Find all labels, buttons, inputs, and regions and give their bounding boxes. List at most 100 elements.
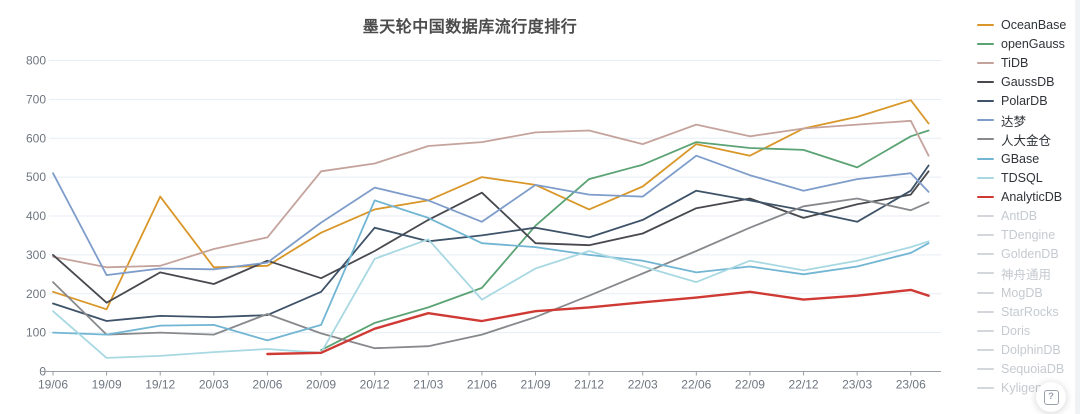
legend-swatch-DolphinDB <box>977 348 994 351</box>
legend-label-GaussDB: GaussDB <box>1001 74 1055 89</box>
x-axis-label-22/06: 22/06 <box>681 378 711 392</box>
legend-item-SequoiaDB[interactable]: SequoiaDB <box>977 360 1077 379</box>
x-axis-label-23/03: 23/03 <box>842 378 872 392</box>
legend-label-TiDB: TiDB <box>1001 55 1029 70</box>
legend-item-PolarDB[interactable]: PolarDB <box>977 92 1077 111</box>
legend-label-Doris: Doris <box>1001 323 1031 338</box>
question-mark-icon: ? <box>1043 389 1059 405</box>
x-axis-label-20/09: 20/09 <box>306 378 336 392</box>
legend-swatch-TiDB <box>977 61 994 64</box>
chart-title: 墨天轮中国数据库流行度排行 <box>362 19 578 36</box>
x-axis-label-22/12: 22/12 <box>789 378 819 392</box>
legend-swatch-OceanBase <box>977 23 994 26</box>
legend-label-人大金仓: 人大金仓 <box>1001 133 1052 148</box>
legend-label-GoldenDB: GoldenDB <box>1001 247 1059 262</box>
legend-item-TDengine[interactable]: TDengine <box>977 226 1077 245</box>
legend-swatch-MogDB <box>977 291 994 294</box>
legend-label-OceanBase: OceanBase <box>1001 17 1067 32</box>
x-axis-label-19/06: 19/06 <box>38 378 68 392</box>
legend-item-OceanBase[interactable]: OceanBase <box>977 15 1077 34</box>
legend-label-PolarDB: PolarDB <box>1001 94 1048 109</box>
y-axis-label-700: 700 <box>26 92 46 106</box>
x-axis-label-21/06: 21/06 <box>467 378 497 392</box>
legend-label-TDengine: TDengine <box>1001 228 1056 243</box>
series-line-人大金仓[interactable] <box>52 197 930 350</box>
scrollbar-track[interactable] <box>1075 0 1080 414</box>
legend-label-神舟通用: 神舟通用 <box>1001 267 1052 282</box>
legend-swatch-PolarDB <box>977 100 994 103</box>
legend-swatch-GaussDB <box>977 80 994 83</box>
x-axis-label-22/03: 22/03 <box>628 378 658 392</box>
legend-label-MogDB: MogDB <box>1001 285 1043 300</box>
legend-swatch-GBase <box>977 157 994 160</box>
y-axis-label-500: 500 <box>26 170 46 184</box>
x-axis-label-19/09: 19/09 <box>92 378 122 392</box>
series-line-PolarDB[interactable] <box>52 164 930 322</box>
legend-item-达梦[interactable]: 达梦 <box>977 111 1077 130</box>
chart-legend: OceanBase openGauss TiDB GaussDB PolarDB 达梦人大… <box>977 15 1077 398</box>
legend-swatch-神舟通用 <box>977 272 994 275</box>
legend-item-GoldenDB[interactable]: GoldenDB <box>977 245 1077 264</box>
y-axis-label-400: 400 <box>26 209 46 223</box>
legend-label-TDSQL: TDSQL <box>1001 170 1043 185</box>
legend-swatch-TDengine <box>977 234 994 237</box>
series-line-openGauss[interactable] <box>320 129 930 352</box>
legend-item-AnalyticDB[interactable]: AnalyticDB <box>977 187 1077 206</box>
x-axis-label-23/06: 23/06 <box>896 378 926 392</box>
legend-item-TDSQL[interactable]: TDSQL <box>977 168 1077 187</box>
legend-item-GaussDB[interactable]: GaussDB <box>977 72 1077 91</box>
legend-swatch-Kyligence <box>977 387 994 390</box>
legend-swatch-AntDB <box>977 214 994 217</box>
legend-swatch-GoldenDB <box>977 253 994 256</box>
x-axis-label-21/12: 21/12 <box>574 378 604 392</box>
legend-item-神舟通用[interactable]: 神舟通用 <box>977 264 1077 283</box>
series-line-TiDB[interactable] <box>52 119 930 269</box>
legend-label-DolphinDB: DolphinDB <box>1001 342 1061 357</box>
series-line-TDSQL[interactable] <box>52 238 930 359</box>
legend-label-StarRocks: StarRocks <box>1001 304 1059 319</box>
legend-label-SequoiaDB: SequoiaDB <box>1001 362 1065 377</box>
help-button[interactable]: ? <box>1036 382 1066 412</box>
x-axis-label-21/03: 21/03 <box>413 378 443 392</box>
y-axis-label-800: 800 <box>26 54 46 68</box>
legend-label-openGauss: openGauss <box>1001 36 1065 51</box>
x-axis-label-20/03: 20/03 <box>199 378 229 392</box>
y-axis-label-200: 200 <box>26 287 46 301</box>
legend-item-openGauss[interactable]: openGauss <box>977 34 1077 53</box>
legend-item-GBase[interactable]: GBase <box>977 149 1077 168</box>
legend-item-StarRocks[interactable]: StarRocks <box>977 302 1077 321</box>
legend-item-MogDB[interactable]: MogDB <box>977 283 1077 302</box>
legend-item-TiDB[interactable]: TiDB <box>977 53 1077 72</box>
x-axis-label-20/06: 20/06 <box>252 378 282 392</box>
legend-label-AntDB: AntDB <box>1001 208 1038 223</box>
series-line-OceanBase[interactable] <box>52 99 930 311</box>
legend-swatch-达梦 <box>977 119 994 122</box>
legend-label-AnalyticDB: AnalyticDB <box>1001 189 1063 204</box>
x-axis-label-20/12: 20/12 <box>360 378 390 392</box>
legend-item-DolphinDB[interactable]: DolphinDB <box>977 340 1077 359</box>
series-line-GaussDB[interactable] <box>52 170 930 304</box>
legend-item-AntDB[interactable]: AntDB <box>977 206 1077 225</box>
legend-label-达梦: 达梦 <box>1001 114 1027 129</box>
legend-swatch-openGauss <box>977 42 994 45</box>
legend-swatch-Doris <box>977 329 994 332</box>
series-line-AnalyticDB[interactable] <box>266 288 930 356</box>
legend-swatch-人大金仓 <box>977 138 994 141</box>
legend-swatch-SequoiaDB <box>977 368 994 371</box>
legend-swatch-TDSQL <box>977 176 994 179</box>
legend-item-Doris[interactable]: Doris <box>977 321 1077 340</box>
x-axis-label-21/09: 21/09 <box>520 378 550 392</box>
series-line-达梦[interactable] <box>52 154 930 277</box>
legend-label-GBase: GBase <box>1001 151 1040 166</box>
legend-swatch-AnalyticDB <box>977 195 994 198</box>
x-axis-label-22/09: 22/09 <box>735 378 765 392</box>
y-axis-label-300: 300 <box>26 248 46 262</box>
x-axis-label-19/12: 19/12 <box>145 378 175 392</box>
series-line-GBase[interactable] <box>52 199 930 342</box>
y-axis-label-100: 100 <box>26 326 46 340</box>
legend-item-人大金仓[interactable]: 人大金仓 <box>977 130 1077 149</box>
legend-swatch-StarRocks <box>977 310 994 313</box>
